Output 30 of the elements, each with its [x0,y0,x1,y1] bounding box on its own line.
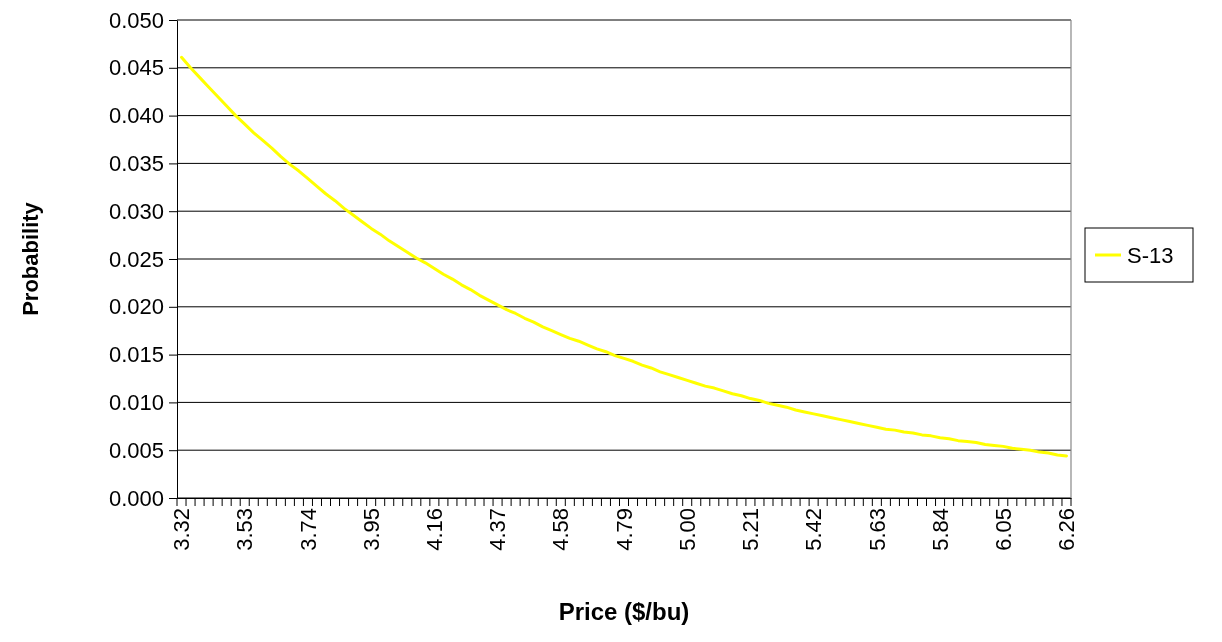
y-tick-label: 0.045 [108,55,164,81]
y-tick-label: 0.010 [108,389,164,415]
x-tick-label: 6.26 [1054,508,1080,551]
x-tick-label: 5.42 [801,508,827,551]
y-tick-label: 0.040 [108,103,164,129]
y-tick-label: 0.030 [108,198,164,224]
x-tick-label: 5.63 [864,508,890,551]
y-tick-label: 0.035 [108,150,164,176]
y-tick-label: 0.025 [108,246,164,272]
x-tick-label: 4.58 [548,508,574,551]
y-tick-label: 0.020 [108,294,164,320]
y-tick-label: 0.015 [108,342,164,368]
x-tick-label: 6.05 [990,508,1016,551]
y-tick-label: 0.050 [108,7,164,33]
x-tick-label: 3.74 [295,508,321,551]
x-tick-label: 4.37 [485,508,511,551]
line-series [180,55,1068,458]
x-tick-label: 5.21 [738,508,764,551]
x-tick-label: 5.84 [927,508,953,551]
x-tick-label: 5.00 [674,508,700,551]
legend-label: S-13 [1127,242,1174,268]
x-tick-label: 3.53 [232,508,258,551]
x-tick-label: 3.32 [169,508,195,551]
y-axis-title: Probability [18,201,43,316]
x-tick-label: 3.95 [358,508,384,551]
x-tick-label: 4.79 [611,508,637,551]
x-tick-label: 4.16 [422,508,448,551]
y-tick-label: 0.005 [108,437,164,463]
y-tick-label: 0.000 [108,485,164,511]
x-axis-title: Price ($/bu) [558,598,690,625]
